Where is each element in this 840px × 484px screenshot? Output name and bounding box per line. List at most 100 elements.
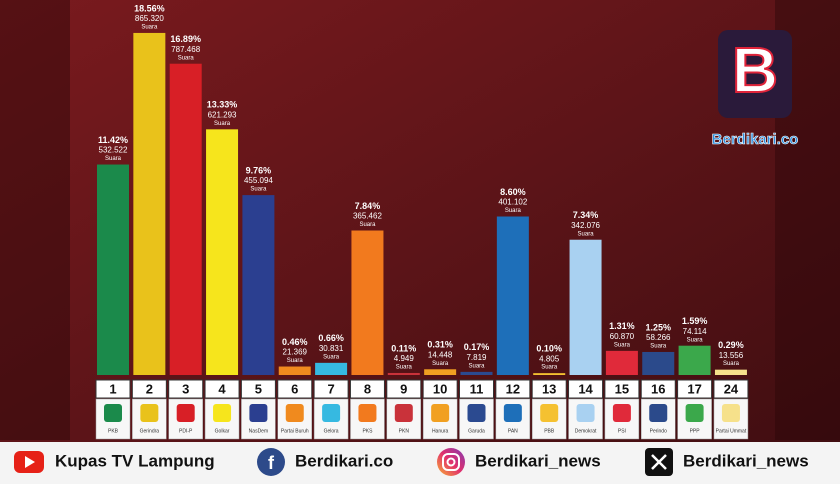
number-box	[422, 379, 458, 399]
number-box	[713, 379, 749, 399]
number-box	[640, 379, 676, 399]
party-logo	[285, 404, 304, 422]
vote-label: 365.462	[353, 212, 382, 221]
party-number: 7	[327, 381, 334, 396]
party-name: Garuda	[468, 428, 485, 434]
youtube-handle: Kupas TV Lampung	[55, 451, 215, 470]
party-number: 8	[364, 381, 371, 396]
number-box	[349, 379, 385, 399]
vote-unit: Suara	[432, 361, 449, 367]
percent-label: 0.46%	[282, 337, 308, 347]
vote-label: 74.114	[683, 327, 707, 336]
party-logo	[176, 404, 195, 422]
x-handle: Berdikari_news	[683, 451, 809, 470]
vote-unit: Suara	[468, 363, 485, 369]
percent-label: 1.31%	[609, 321, 635, 331]
party-number: 16	[651, 381, 665, 396]
vote-label: 30.831	[319, 344, 344, 353]
x-glyph	[651, 454, 667, 470]
party-number: 9	[400, 381, 407, 396]
vote-label: 401.102	[498, 198, 527, 207]
party-name: PKB	[108, 428, 119, 434]
party-number: 15	[615, 381, 629, 396]
vote-label: 7.819	[466, 353, 487, 362]
instagram-glyph	[442, 453, 460, 471]
party-number: 3	[182, 381, 189, 396]
bar	[278, 366, 311, 375]
bar	[533, 373, 566, 375]
party-logo	[104, 404, 122, 422]
vote-unit: Suara	[505, 208, 522, 214]
percent-label: 0.66%	[318, 333, 344, 343]
percent-label: 18.56%	[134, 3, 165, 13]
bar	[496, 216, 529, 375]
party-number: 1	[109, 381, 116, 396]
site-name: Berdikari.co	[712, 131, 799, 148]
bar	[206, 129, 239, 375]
number-box	[531, 379, 567, 399]
vote-unit: Suara	[250, 187, 267, 193]
vote-unit: Suara	[578, 231, 595, 237]
vote-label: 787.468	[171, 45, 200, 54]
vote-unit: Suara	[323, 354, 340, 360]
party-name: PKS	[362, 428, 373, 434]
vote-unit: Suara	[287, 358, 304, 364]
footer-bar	[0, 442, 840, 484]
side-shade	[0, 0, 70, 440]
vote-label: 865.320	[135, 14, 164, 23]
party-number: 17	[687, 381, 701, 396]
vote-unit: Suara	[650, 344, 667, 350]
number-box	[568, 379, 604, 399]
party-logo	[612, 404, 631, 422]
youtube-play	[25, 456, 35, 468]
party-number: 24	[724, 381, 739, 396]
number-box	[313, 379, 349, 399]
vote-label: 4.805	[539, 354, 560, 363]
party-logo	[358, 404, 377, 422]
party-name: Golkar	[215, 428, 230, 434]
party-logo	[467, 404, 486, 422]
number-box	[495, 379, 531, 399]
party-logo	[503, 404, 522, 422]
vote-unit: Suara	[614, 342, 631, 348]
vote-label: 13.556	[719, 351, 744, 360]
party-logo	[721, 404, 740, 422]
percent-label: 0.17%	[464, 342, 490, 352]
vote-label: 532.522	[99, 146, 128, 155]
party-name: Hanura	[432, 428, 449, 434]
bar	[642, 351, 675, 375]
facebook-glyph: f	[268, 453, 275, 473]
vote-label: 342.076	[571, 221, 600, 230]
number-box	[95, 379, 131, 399]
party-number: 12	[506, 381, 520, 396]
bar	[351, 230, 384, 375]
facebook-handle: Berdikari.co	[295, 451, 393, 470]
percent-label: 11.42%	[98, 135, 128, 145]
percent-label: 7.84%	[355, 201, 381, 211]
party-name: Gerindra	[140, 428, 160, 434]
bar	[133, 32, 166, 375]
party-logo	[249, 404, 268, 422]
vote-unit: Suara	[214, 121, 231, 127]
bar	[169, 63, 202, 376]
vote-unit: Suara	[541, 365, 558, 371]
party-name: PBB	[544, 428, 555, 434]
party-name: PKN	[399, 428, 410, 434]
number-box	[131, 379, 167, 399]
logo-letter: B	[732, 34, 778, 106]
vote-unit: Suara	[178, 55, 195, 61]
bar	[678, 345, 711, 375]
party-logo	[322, 404, 341, 422]
party-name: Demokrat	[575, 428, 597, 434]
number-box	[604, 379, 640, 399]
party-logo	[576, 404, 595, 422]
party-name: Partai Buruh	[281, 428, 309, 434]
bar	[605, 350, 638, 375]
party-name: PDI-P	[179, 428, 193, 434]
percent-label: 7.34%	[573, 210, 599, 220]
party-logo	[213, 404, 232, 422]
percent-label: 1.25%	[645, 322, 671, 332]
vote-unit: Suara	[359, 222, 376, 228]
logo-box	[718, 30, 792, 118]
